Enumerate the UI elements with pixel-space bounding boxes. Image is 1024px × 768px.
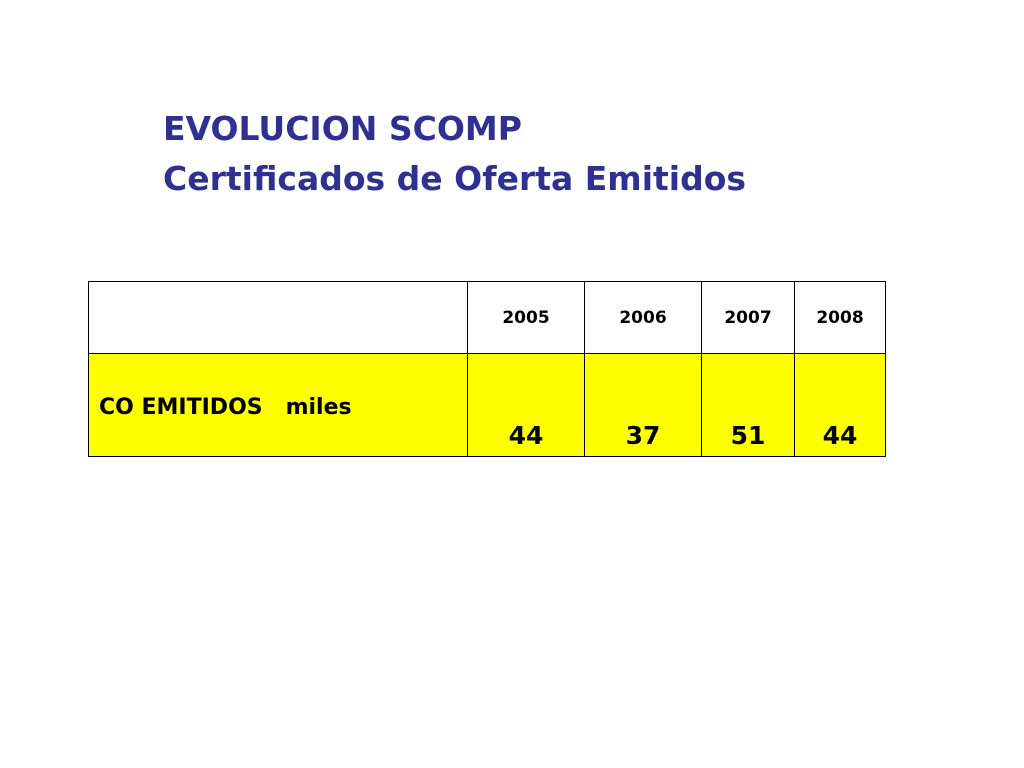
value-cell-2008: 44	[794, 353, 886, 457]
column-header-2006: 2006	[584, 281, 702, 354]
table-header-row: 2005 2006 2007 2008	[88, 281, 886, 354]
slide-title: EVOLUCION SCOMP Certificados de Oferta E…	[163, 104, 746, 204]
title-line-1: EVOLUCION SCOMP	[163, 109, 522, 148]
data-table: 2005 2006 2007 2008 CO EMITIDOS miles 44…	[88, 281, 886, 457]
table-row: CO EMITIDOS miles 44 37 51 44	[88, 353, 886, 457]
table-corner-cell	[88, 281, 468, 354]
row-label: CO EMITIDOS miles	[88, 353, 468, 457]
column-header-2005: 2005	[467, 281, 585, 354]
value-cell-2007: 51	[701, 353, 795, 457]
value-cell-2006: 37	[584, 353, 702, 457]
title-line-2: Certificados de Oferta Emitidos	[163, 159, 747, 198]
column-header-2008: 2008	[794, 281, 886, 354]
value-cell-2005: 44	[467, 353, 585, 457]
column-header-2007: 2007	[701, 281, 795, 354]
